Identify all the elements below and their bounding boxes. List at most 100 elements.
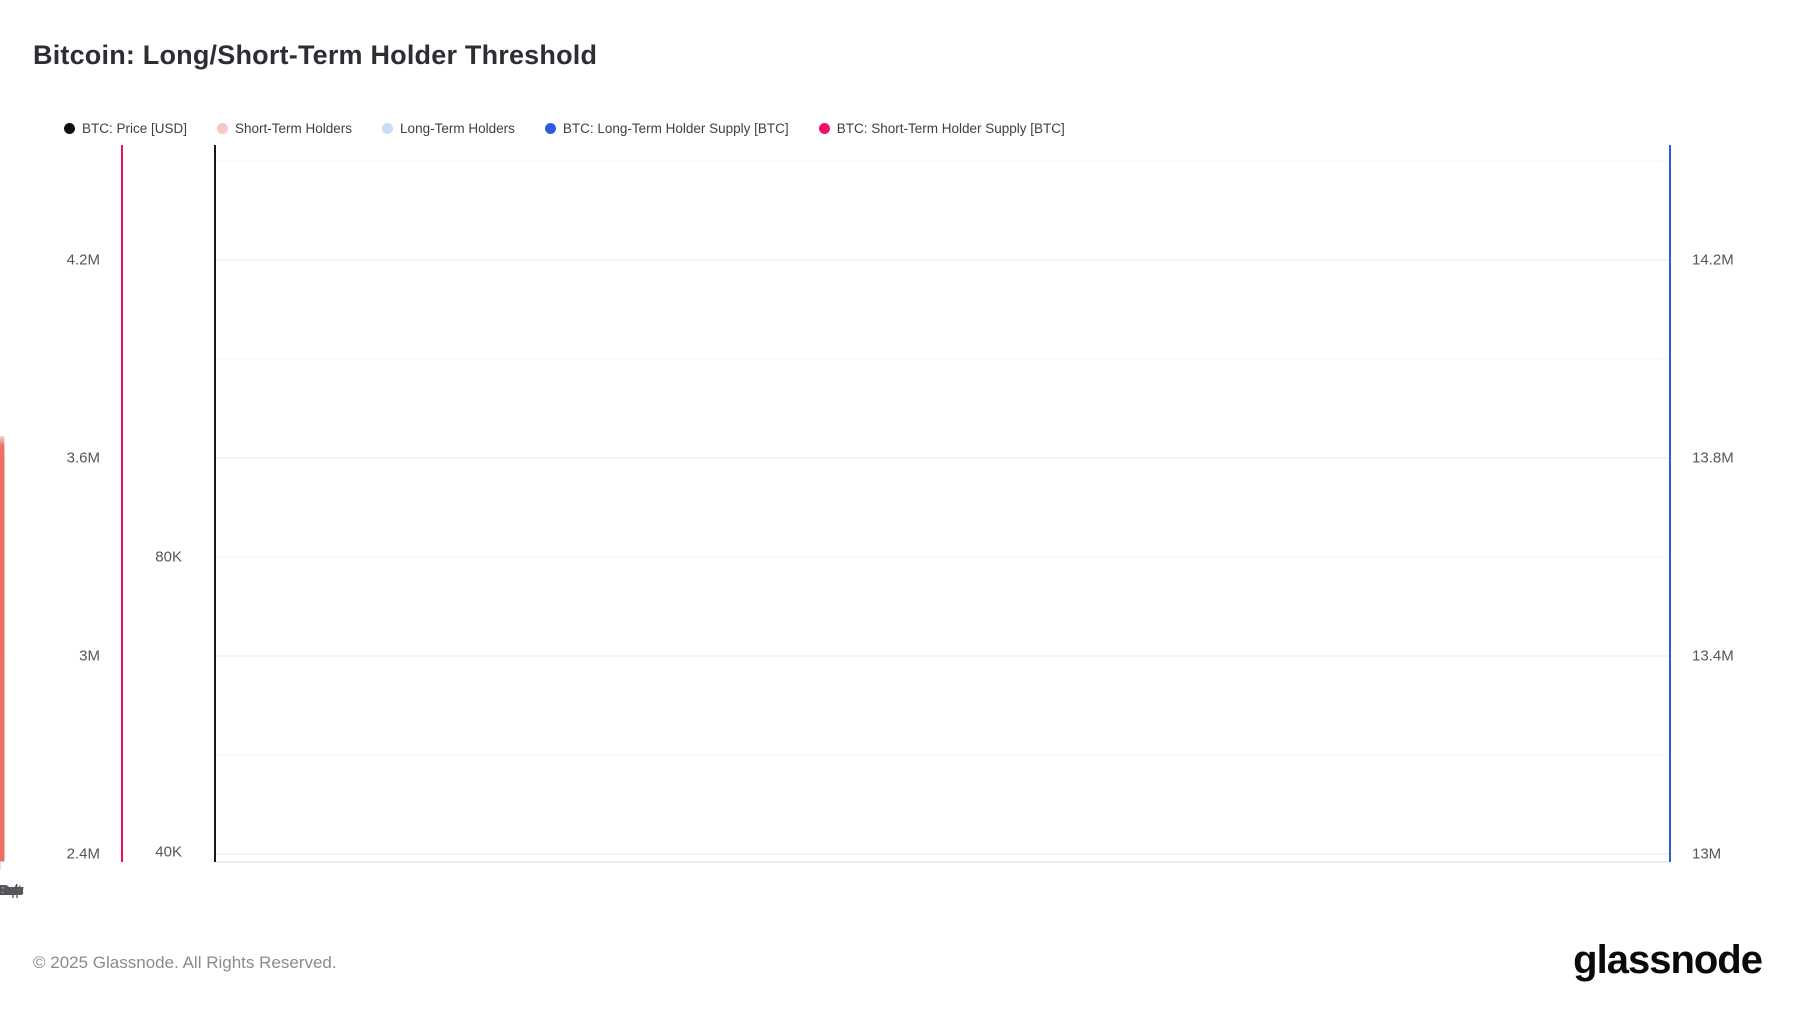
short-term-holder-bar	[0, 457, 5, 862]
short-term-holder-bar	[0, 495, 5, 862]
short-term-holder-bar	[0, 516, 5, 862]
long-term-holder-bar	[0, 713, 5, 862]
short-term-holder-bar	[0, 483, 5, 862]
long-term-holder-bar	[0, 675, 5, 862]
legend-swatch-sth-supply-icon	[818, 123, 830, 134]
short-term-holder-bar	[0, 456, 5, 862]
long-term-holder-bar	[0, 719, 5, 862]
short-term-holder-bar	[0, 638, 5, 862]
regime-bars	[0, 436, 5, 862]
short-term-holder-bar	[0, 617, 5, 862]
long-term-holder-bar	[0, 699, 5, 862]
short-term-holder-bar	[0, 479, 5, 862]
legend-swatch-lth-bars-icon	[382, 123, 394, 134]
short-term-holder-bar	[0, 587, 5, 862]
y-axis-label-lth: 14.2M	[1692, 251, 1734, 269]
short-term-holder-bar	[0, 487, 5, 862]
long-term-holder-bar	[0, 705, 5, 862]
short-term-holder-bar	[0, 576, 5, 862]
short-term-holder-bar	[0, 477, 5, 862]
glassnode-logo[interactable]: glassnode	[1573, 938, 1763, 982]
short-term-holder-bar	[0, 485, 5, 862]
short-term-holder-bar	[0, 471, 5, 862]
short-term-holder-bar	[0, 685, 5, 862]
short-term-holder-bar	[0, 474, 5, 862]
short-term-holder-bar	[0, 473, 5, 862]
short-term-holder-bar	[0, 481, 5, 862]
long-term-holder-bar	[0, 704, 5, 862]
short-term-holder-bar	[0, 481, 5, 862]
long-term-holder-bar	[0, 657, 5, 862]
short-term-holder-bar	[0, 543, 5, 862]
short-term-holder-bar	[0, 626, 5, 862]
short-term-holder-bar	[0, 611, 5, 862]
legend-item-lth-bars[interactable]: Long-Term Holders	[382, 121, 515, 136]
short-term-holder-bar	[0, 479, 5, 862]
short-term-holder-bar	[0, 506, 5, 862]
short-term-holder-bar	[0, 476, 5, 862]
short-term-holder-bar	[0, 479, 5, 862]
legend-swatch-price-icon	[64, 123, 75, 134]
short-term-holder-bar	[0, 477, 5, 862]
short-term-holder-bar	[0, 486, 5, 862]
legend-item-sth-bars[interactable]: Short-Term Holders	[217, 121, 352, 136]
long-term-holder-bar	[0, 694, 5, 862]
short-term-holder-bar	[0, 513, 5, 862]
short-term-holder-bar	[0, 629, 5, 862]
y-axis-label-sth: 3M	[79, 647, 100, 665]
short-term-holder-bar	[0, 678, 5, 862]
short-term-holder-bar	[0, 468, 5, 862]
short-term-holder-bar	[0, 671, 5, 862]
short-term-holder-bar	[0, 470, 5, 862]
short-term-holder-bar	[0, 444, 5, 862]
legend-label: BTC: Price [USD]	[82, 121, 188, 136]
long-term-holder-bar	[0, 669, 5, 862]
long-term-holder-bar	[0, 709, 5, 862]
short-term-holder-bar	[0, 445, 5, 862]
short-term-holder-bar	[0, 466, 5, 862]
short-term-holder-bar	[0, 613, 5, 862]
y-axis-label-sth: 4.2M	[66, 251, 100, 269]
short-term-holder-bar	[0, 623, 5, 862]
short-term-holder-bar	[0, 473, 5, 862]
short-term-holder-bar	[0, 476, 5, 862]
short-term-holder-bar	[0, 470, 5, 862]
short-term-holder-bar	[0, 476, 5, 862]
short-term-holder-bar	[0, 452, 5, 862]
short-term-holder-bar	[0, 472, 5, 862]
long-term-holder-bar	[0, 683, 5, 862]
long-term-holder-bar	[0, 709, 5, 862]
x-axis-label: 9 Sep	[0, 882, 20, 899]
short-term-holder-bar	[0, 493, 5, 862]
short-term-holder-bar	[0, 477, 5, 862]
gridlines-minor	[215, 160, 1670, 756]
legend: BTC: Price [USD] Short-Term Holders Long-T…	[64, 121, 1065, 136]
short-term-holder-bar	[0, 664, 5, 862]
short-term-holder-bar	[0, 665, 5, 862]
short-term-holder-bar	[0, 457, 5, 862]
short-term-holder-bar	[0, 485, 5, 862]
short-term-holder-bar	[0, 439, 5, 862]
x-axis-label: 2 Dec	[0, 882, 20, 899]
short-term-holder-bar	[0, 463, 5, 862]
short-term-holder-bar	[0, 479, 5, 862]
short-term-holder-bar	[0, 471, 5, 862]
short-term-holder-bar	[0, 517, 5, 862]
short-term-holder-bar	[0, 442, 5, 862]
short-term-holder-bar	[0, 481, 5, 862]
short-term-holder-bar	[0, 617, 5, 862]
short-term-holder-bar	[0, 649, 5, 862]
short-term-holder-bar	[0, 533, 5, 862]
short-term-holder-bar	[0, 471, 5, 862]
short-term-holder-bar	[0, 669, 5, 862]
long-term-holder-bar	[0, 679, 5, 862]
short-term-holder-bar	[0, 605, 5, 862]
legend-item-price[interactable]: BTC: Price [USD]	[64, 121, 187, 136]
x-axis-label: 10 Feb	[0, 882, 24, 899]
legend-item-sth-supply[interactable]: BTC: Short-Term Holder Supply [BTC]	[818, 121, 1065, 136]
legend-item-lth-supply[interactable]: BTC: Long-Term Holder Supply [BTC]	[544, 121, 789, 136]
short-term-holder-bar	[0, 473, 5, 862]
short-term-holder-bar	[0, 473, 5, 862]
legend-label: Long-Term Holders	[400, 121, 515, 136]
